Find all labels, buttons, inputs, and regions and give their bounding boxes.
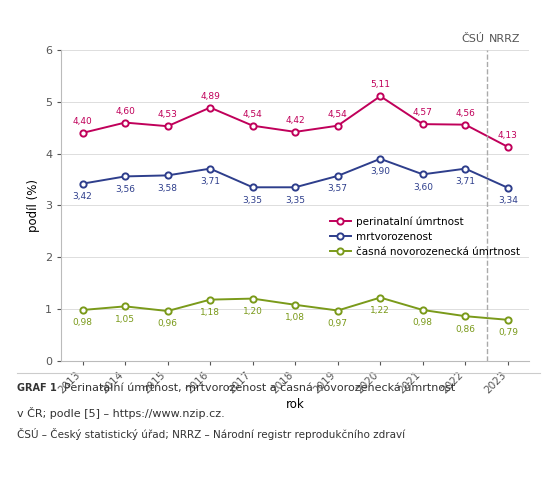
Text: 4,60: 4,60: [115, 107, 135, 116]
Text: ČSÚ – Český statistický úřad; NRRZ – Národní registr reprodukčního zdraví: ČSÚ – Český statistický úřad; NRRZ – Nár…: [17, 428, 405, 440]
Text: 0,86: 0,86: [456, 325, 475, 334]
Text: 3,90: 3,90: [370, 167, 390, 176]
Text: 5,11: 5,11: [370, 80, 390, 89]
Text: 3,35: 3,35: [285, 195, 305, 204]
Text: 4,89: 4,89: [200, 92, 220, 101]
Text: 4,42: 4,42: [285, 116, 305, 125]
Text: 3,35: 3,35: [243, 195, 263, 204]
Text: 3,58: 3,58: [158, 184, 178, 193]
Text: 0,98: 0,98: [413, 318, 433, 327]
Text: 3,34: 3,34: [498, 196, 518, 205]
Text: 3,57: 3,57: [328, 184, 348, 193]
Text: 3,60: 3,60: [413, 183, 433, 192]
Y-axis label: podíl (%): podíl (%): [27, 179, 40, 232]
Text: ČSÚ: ČSÚ: [461, 34, 484, 44]
Text: 3,71: 3,71: [456, 177, 475, 186]
Text: 4,57: 4,57: [413, 108, 433, 117]
Text: 1,18: 1,18: [200, 308, 220, 317]
Text: 3,42: 3,42: [72, 192, 92, 201]
Text: 0,79: 0,79: [498, 328, 518, 337]
Text: 4,40: 4,40: [72, 117, 92, 126]
Text: 0,98: 0,98: [72, 318, 92, 327]
Text: 1,08: 1,08: [285, 313, 305, 322]
Text: 4,13: 4,13: [498, 131, 518, 140]
Text: v ČR; podle [5] – https://www.nzip.cz.: v ČR; podle [5] – https://www.nzip.cz.: [17, 407, 224, 419]
Text: 1,22: 1,22: [370, 306, 390, 315]
Text: 0,97: 0,97: [328, 319, 348, 328]
Text: 0,96: 0,96: [158, 319, 178, 328]
Text: 4,54: 4,54: [243, 110, 262, 119]
Legend: perinatalní úmrtnost, mrtvorozenost, časná novorozenecká úmrtnost: perinatalní úmrtnost, mrtvorozenost, čas…: [326, 212, 524, 261]
X-axis label: rok: rok: [286, 398, 305, 411]
Text: 1,05: 1,05: [115, 315, 135, 324]
Text: 4,54: 4,54: [328, 110, 348, 119]
Text: 3,56: 3,56: [115, 185, 135, 194]
Text: GRAF 1: GRAF 1: [17, 383, 56, 393]
Text: 4,56: 4,56: [456, 109, 475, 118]
Text: NRRZ: NRRZ: [489, 34, 520, 44]
Text: Perinatalní úmrtnost, mrtvorozenost a časná novorozenecká úmrtnost: Perinatalní úmrtnost, mrtvorozenost a ča…: [57, 383, 455, 393]
Text: 1,20: 1,20: [243, 307, 262, 316]
Text: 3,71: 3,71: [200, 177, 220, 186]
Text: 4,53: 4,53: [158, 110, 178, 119]
